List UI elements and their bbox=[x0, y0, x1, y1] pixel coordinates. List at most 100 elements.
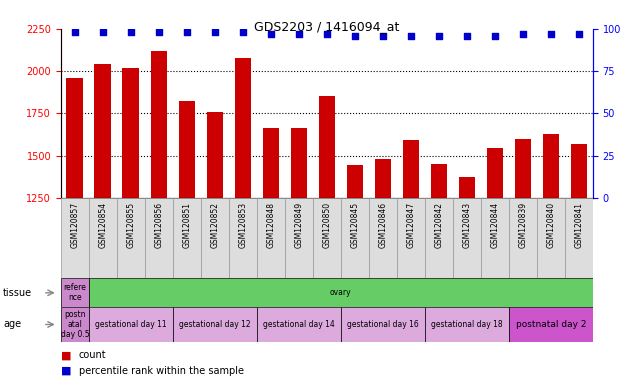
Bar bbox=[229, 198, 257, 278]
Point bbox=[98, 29, 108, 35]
Point bbox=[238, 29, 248, 35]
Text: GSM120851: GSM120851 bbox=[183, 202, 192, 248]
Text: GSM120850: GSM120850 bbox=[322, 202, 331, 248]
Text: postnatal day 2: postnatal day 2 bbox=[515, 320, 586, 329]
Text: ■: ■ bbox=[61, 366, 71, 376]
Bar bbox=[341, 307, 425, 342]
Bar bbox=[89, 307, 173, 342]
Bar bbox=[565, 198, 593, 278]
Bar bbox=[431, 164, 447, 198]
Text: GSM120856: GSM120856 bbox=[154, 202, 163, 248]
Bar bbox=[94, 64, 112, 198]
Point bbox=[350, 33, 360, 39]
Text: GSM120840: GSM120840 bbox=[546, 202, 555, 248]
Point bbox=[126, 29, 136, 35]
Point bbox=[266, 31, 276, 37]
Bar bbox=[201, 198, 229, 278]
Text: refere
nce: refere nce bbox=[63, 283, 87, 303]
Bar bbox=[206, 112, 223, 198]
Point bbox=[182, 29, 192, 35]
Point bbox=[378, 33, 388, 39]
Point bbox=[545, 31, 556, 37]
Text: gestational day 11: gestational day 11 bbox=[95, 320, 167, 329]
Bar bbox=[61, 307, 89, 342]
Bar bbox=[570, 144, 587, 198]
Text: GSM120854: GSM120854 bbox=[99, 202, 108, 248]
Bar bbox=[257, 198, 285, 278]
Bar bbox=[397, 198, 425, 278]
Point bbox=[518, 31, 528, 37]
Text: ovary: ovary bbox=[330, 288, 352, 297]
Bar bbox=[89, 198, 117, 278]
Point bbox=[210, 29, 220, 35]
Bar bbox=[122, 68, 139, 198]
Bar bbox=[257, 307, 341, 342]
Text: GSM120842: GSM120842 bbox=[435, 202, 444, 248]
Bar bbox=[458, 177, 476, 198]
Bar bbox=[425, 307, 509, 342]
Point bbox=[490, 33, 500, 39]
Text: gestational day 18: gestational day 18 bbox=[431, 320, 503, 329]
Bar bbox=[369, 198, 397, 278]
Point bbox=[70, 29, 80, 35]
Text: GSM120849: GSM120849 bbox=[294, 202, 303, 248]
Bar bbox=[481, 198, 509, 278]
Text: GSM120843: GSM120843 bbox=[462, 202, 471, 248]
Bar bbox=[290, 129, 307, 198]
Text: GSM120852: GSM120852 bbox=[210, 202, 219, 248]
Text: GSM120847: GSM120847 bbox=[406, 202, 415, 248]
Bar bbox=[542, 134, 560, 198]
Bar bbox=[425, 198, 453, 278]
Text: tissue: tissue bbox=[3, 288, 32, 298]
Bar bbox=[319, 96, 335, 198]
Bar bbox=[509, 307, 593, 342]
Text: GDS2203 / 1416094_at: GDS2203 / 1416094_at bbox=[254, 20, 399, 33]
Text: GSM120848: GSM120848 bbox=[267, 202, 276, 248]
Point bbox=[322, 31, 332, 37]
Text: GSM120839: GSM120839 bbox=[519, 202, 528, 248]
Bar bbox=[515, 139, 531, 198]
Bar bbox=[313, 198, 341, 278]
Bar bbox=[487, 148, 503, 198]
Bar bbox=[178, 101, 196, 198]
Text: GSM120853: GSM120853 bbox=[238, 202, 247, 248]
Point bbox=[154, 29, 164, 35]
Point bbox=[462, 33, 472, 39]
Text: age: age bbox=[3, 319, 21, 329]
Bar bbox=[347, 165, 363, 198]
Text: GSM120845: GSM120845 bbox=[351, 202, 360, 248]
Bar bbox=[263, 127, 279, 198]
Bar bbox=[173, 307, 257, 342]
Bar bbox=[145, 198, 173, 278]
Bar bbox=[509, 198, 537, 278]
Bar bbox=[173, 198, 201, 278]
Text: postn
atal
day 0.5: postn atal day 0.5 bbox=[61, 310, 89, 339]
Text: gestational day 12: gestational day 12 bbox=[179, 320, 251, 329]
Bar bbox=[61, 198, 89, 278]
Bar bbox=[117, 198, 145, 278]
Point bbox=[434, 33, 444, 39]
Bar bbox=[61, 278, 89, 307]
Point bbox=[574, 31, 584, 37]
Bar bbox=[67, 78, 83, 198]
Bar bbox=[151, 51, 167, 198]
Text: GSM120846: GSM120846 bbox=[378, 202, 387, 248]
Text: GSM120844: GSM120844 bbox=[490, 202, 499, 248]
Bar bbox=[403, 140, 419, 198]
Bar bbox=[341, 198, 369, 278]
Bar bbox=[453, 198, 481, 278]
Bar bbox=[285, 198, 313, 278]
Bar bbox=[374, 159, 391, 198]
Text: GSM120855: GSM120855 bbox=[126, 202, 135, 248]
Text: GSM120841: GSM120841 bbox=[574, 202, 583, 248]
Text: gestational day 14: gestational day 14 bbox=[263, 320, 335, 329]
Text: ■: ■ bbox=[61, 350, 71, 360]
Text: percentile rank within the sample: percentile rank within the sample bbox=[79, 366, 244, 376]
Text: count: count bbox=[79, 350, 106, 360]
Text: gestational day 16: gestational day 16 bbox=[347, 320, 419, 329]
Bar bbox=[235, 58, 251, 198]
Text: GSM120857: GSM120857 bbox=[71, 202, 79, 248]
Point bbox=[406, 33, 416, 39]
Bar bbox=[537, 198, 565, 278]
Point bbox=[294, 31, 304, 37]
